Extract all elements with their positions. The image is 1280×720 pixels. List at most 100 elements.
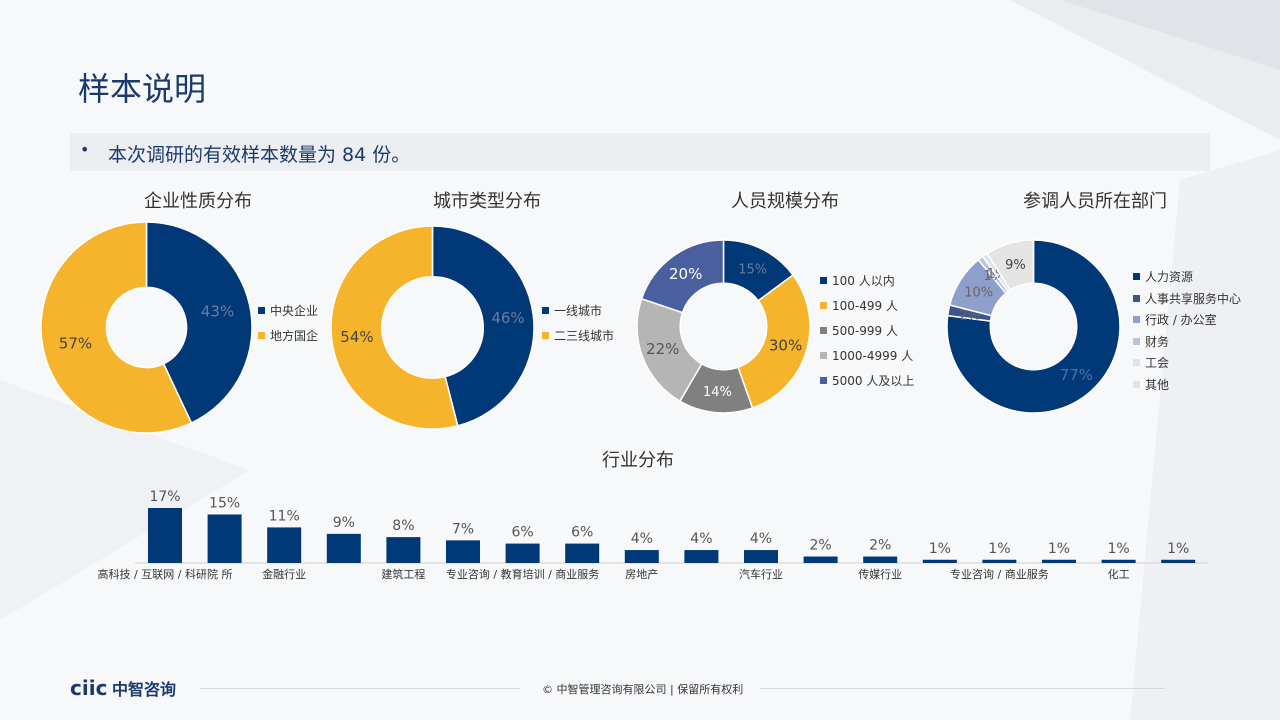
donut-data-label: 54% [340, 328, 373, 346]
chart-title-ownership: 企业性质分布 [144, 191, 252, 212]
donut-slice [640, 239, 725, 314]
legend-swatch [542, 307, 549, 314]
legend-item: 财务 [1133, 331, 1241, 353]
bar-data-label: 1% [1107, 541, 1129, 557]
bar-category-label: 化工 [1108, 567, 1130, 581]
donut-slice [431, 225, 535, 427]
bar [624, 550, 659, 563]
donut-slice [986, 239, 1035, 292]
legend-item: 5000 人及以上 [820, 368, 914, 393]
footer-copyright: © 中智管理咨询有限公司 | 保留所有权利 [542, 683, 744, 696]
bar [684, 550, 719, 563]
bar-data-label: 4% [631, 531, 653, 547]
bar [863, 556, 898, 563]
legend-item: 中央企业 [258, 298, 318, 323]
donut-chart-headcount: 15% 30% 14% 22% 20% [636, 239, 811, 414]
bar-data-label: 9% [333, 515, 355, 531]
bar-category-label: 专业咨询 / 商业服务 [950, 567, 1049, 581]
legend-ownership: 中央企业 地方国企 [258, 298, 318, 348]
donut-chart-city: 46% 54% [330, 225, 535, 430]
legend-swatch [820, 327, 827, 334]
legend-label: 人力资源 [1145, 270, 1194, 285]
legend-city: 一线城市 二三线城市 [542, 298, 614, 348]
legend-swatch [1133, 380, 1140, 388]
legend-swatch [1133, 273, 1140, 281]
legend-item: 人力资源 [1133, 266, 1241, 288]
legend-swatch [258, 332, 265, 339]
legend-label: 1000-4999 人 [832, 349, 914, 363]
legend-label: 5000 人及以上 [832, 374, 915, 388]
donut-data-label: 22% [646, 340, 679, 358]
donut-data-label: 15% [738, 263, 767, 278]
ciic-logo: ciic 中智咨询 [70, 676, 176, 700]
donut-data-label: 9% [1005, 258, 1026, 273]
bar-data-label: 2% [809, 538, 831, 554]
legend-swatch [1133, 337, 1140, 345]
donut-chart-ownership: 43% 57% [40, 221, 253, 434]
legend-item: 工会 [1133, 352, 1241, 374]
bar-category-label: 传媒行业 [858, 568, 902, 581]
donut-data-label: 30% [769, 336, 802, 354]
legend-label: 一线城市 [554, 304, 603, 318]
donut-data-label: 77% [1060, 366, 1093, 384]
bar [1042, 559, 1076, 563]
legend-label: 财务 [1145, 334, 1170, 349]
legend-swatch [820, 302, 827, 309]
bar-data-label: 7% [452, 521, 474, 537]
chart-title-city: 城市类型分布 [433, 191, 541, 212]
bar [1161, 559, 1196, 563]
legend-swatch [1133, 294, 1140, 302]
donut-slice [40, 221, 193, 434]
legend-item: 一线城市 [542, 298, 614, 323]
legend-item: 行政 / 办公室 [1133, 309, 1241, 331]
legend-label: 100-499 人 [832, 299, 898, 313]
donut-data-label: 10% [964, 286, 993, 301]
bar-data-label: 1% [1167, 541, 1189, 557]
donut-data-label: 20% [669, 265, 702, 283]
bar [1101, 559, 1136, 563]
legend-item: 其他 [1133, 374, 1241, 396]
legend-swatch [1133, 359, 1140, 367]
donut-data-label: 46% [491, 309, 524, 327]
bar-data-label: 1% [929, 541, 951, 557]
bar-data-label: 6% [511, 525, 533, 541]
bar [207, 514, 242, 563]
legend-item: 地方国企 [258, 323, 318, 348]
legend-item: 1000-4999 人 [820, 343, 914, 368]
donut-slice [145, 221, 253, 424]
bar-category-label: 建筑工程 [381, 567, 425, 581]
donut-slice [946, 239, 1121, 414]
legend-headcount: 100 人以内 100-499 人 500-999 人 1000-4999 人 5000… [820, 268, 914, 393]
legend-swatch [820, 352, 827, 359]
summary-text: 本次调研的有效样本数量为 84 份。 [108, 144, 411, 166]
legend-label: 其他 [1145, 377, 1170, 392]
chart-title-department: 参调人员所在部门 [1023, 191, 1167, 212]
legend-item: 二三线城市 [542, 323, 614, 348]
bar-data-label: 1% [1048, 541, 1070, 557]
legend-label: 500-999 人 [832, 324, 898, 338]
bar [744, 550, 778, 563]
donut-slice [737, 273, 811, 409]
legend-label: 二三线城市 [554, 329, 615, 343]
bar [922, 559, 957, 563]
donut-slice [330, 225, 459, 430]
bar-data-label: 4% [690, 531, 712, 547]
legend-swatch [258, 307, 265, 314]
page-title: 样本说明 [78, 70, 207, 108]
legend-swatch [820, 277, 827, 284]
bar [326, 533, 361, 563]
bar [386, 537, 421, 563]
donut-slice [636, 297, 703, 403]
bar [267, 527, 302, 563]
bar [982, 559, 1017, 563]
bar [803, 556, 838, 563]
donut-chart-department: 77%2%10%1%1%9% [946, 239, 1121, 414]
donut-data-label: 57% [59, 334, 92, 352]
legend-swatch [1133, 316, 1140, 324]
legend-item: 100-499 人 [820, 293, 914, 318]
bar-data-label: 17% [149, 489, 180, 505]
bar-data-label: 1% [988, 541, 1010, 557]
bar-data-label: 4% [750, 531, 772, 547]
